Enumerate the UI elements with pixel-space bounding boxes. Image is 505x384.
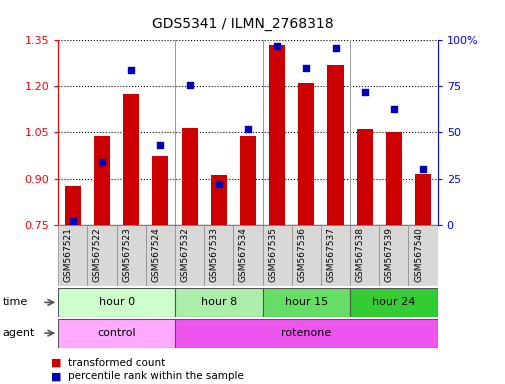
Text: hour 24: hour 24 [372, 297, 415, 308]
Bar [239, 136, 256, 225]
Text: percentile rank within the sample: percentile rank within the sample [68, 371, 244, 381]
Bar [233, 225, 262, 286]
Text: transformed count: transformed count [68, 358, 165, 368]
Bar [145, 225, 175, 286]
Bar [175, 288, 262, 317]
Text: GSM567537: GSM567537 [326, 227, 335, 282]
Point [156, 142, 164, 149]
Bar [204, 225, 233, 286]
Point [301, 65, 310, 71]
Text: hour 8: hour 8 [200, 297, 236, 308]
Point [273, 43, 281, 49]
Text: GSM567533: GSM567533 [210, 227, 218, 282]
Text: GSM567524: GSM567524 [151, 227, 160, 282]
Bar [385, 132, 401, 225]
Bar [58, 225, 87, 286]
Point [98, 159, 106, 165]
Bar [116, 225, 145, 286]
Text: time: time [3, 297, 28, 308]
Point [418, 166, 426, 172]
Bar [175, 225, 204, 286]
Text: GSM567535: GSM567535 [268, 227, 277, 282]
Point [214, 181, 222, 187]
Bar [181, 128, 197, 225]
Bar [269, 45, 285, 225]
Text: GSM567536: GSM567536 [297, 227, 306, 282]
Bar [320, 225, 349, 286]
Bar [210, 175, 226, 225]
Bar [262, 225, 291, 286]
Point [69, 218, 77, 224]
Bar [356, 129, 372, 225]
Bar [408, 225, 437, 286]
Text: GSM567538: GSM567538 [355, 227, 364, 282]
Text: ■: ■ [50, 358, 61, 368]
Bar [87, 225, 116, 286]
Text: hour 0: hour 0 [98, 297, 134, 308]
Point [389, 106, 397, 112]
Text: GSM567523: GSM567523 [122, 227, 131, 282]
Bar [123, 94, 139, 225]
Text: GSM567534: GSM567534 [238, 227, 247, 282]
Bar [58, 288, 175, 317]
Text: control: control [97, 328, 136, 338]
Text: rotenone: rotenone [281, 328, 331, 338]
Text: GSM567521: GSM567521 [64, 227, 73, 282]
Bar [152, 156, 168, 225]
Text: ■: ■ [50, 371, 61, 381]
Point [127, 67, 135, 73]
Bar [379, 225, 408, 286]
Point [243, 126, 251, 132]
Text: GSM567539: GSM567539 [384, 227, 393, 282]
Bar [291, 225, 320, 286]
Bar [327, 65, 343, 225]
Point [185, 81, 193, 88]
Bar [58, 319, 175, 348]
Point [360, 89, 368, 95]
Point [331, 45, 339, 51]
Text: hour 15: hour 15 [284, 297, 327, 308]
Text: GSM567522: GSM567522 [93, 227, 102, 282]
Bar [349, 288, 437, 317]
Text: GSM567540: GSM567540 [413, 227, 422, 282]
Text: GSM567532: GSM567532 [180, 227, 189, 282]
Bar [414, 174, 430, 225]
Text: GDS5341 / ILMN_2768318: GDS5341 / ILMN_2768318 [152, 17, 333, 31]
Bar [94, 136, 110, 225]
Bar [349, 225, 379, 286]
Bar [262, 288, 349, 317]
Bar [175, 319, 437, 348]
Bar [298, 83, 314, 225]
Text: agent: agent [3, 328, 35, 338]
Bar [65, 186, 81, 225]
